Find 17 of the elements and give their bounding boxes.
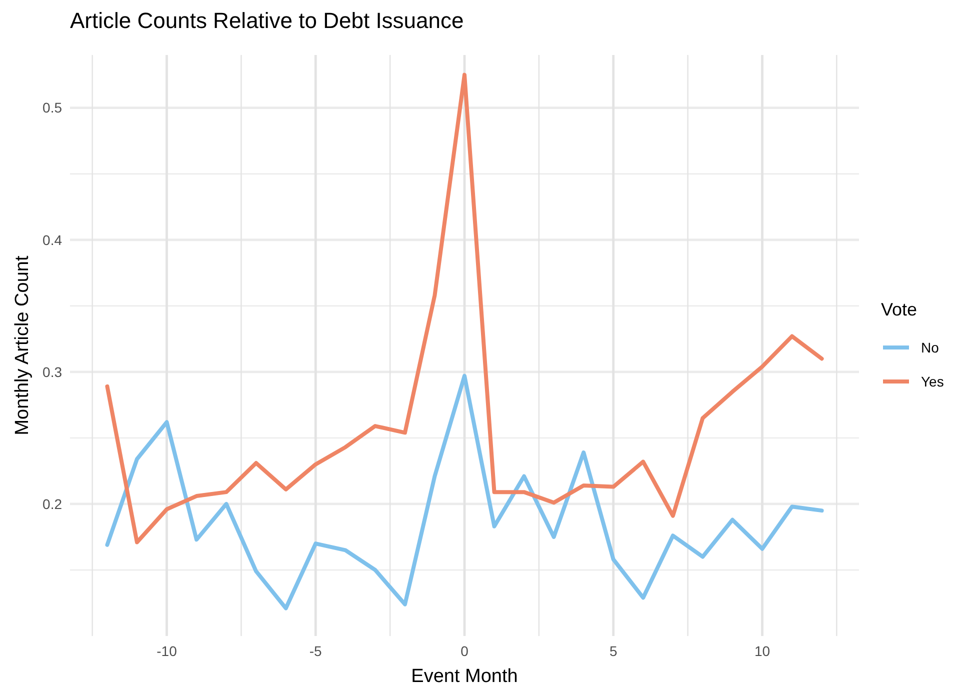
line-series	[105, 72, 824, 544]
line-series	[105, 374, 824, 610]
x-tick-label: 5	[609, 643, 618, 659]
y-tick-label: 0.4	[42, 232, 62, 248]
y-axis-title: Monthly Article Count	[12, 255, 33, 436]
y-tick-label: 0.5	[42, 100, 62, 116]
chart-title: Article Counts Relative to Debt Issuance	[70, 8, 464, 33]
y-tick-label: 0.3	[42, 364, 62, 380]
x-tick-label: -5	[309, 643, 322, 659]
legend-title: Vote	[881, 300, 918, 320]
x-tick-label: -10	[156, 643, 178, 659]
legend-label: No	[921, 339, 940, 356]
x-tick-label: 0	[460, 643, 469, 659]
legend-label: Yes	[921, 373, 944, 390]
y-tick-label: 0.2	[42, 496, 62, 512]
x-tick-label: 10	[754, 643, 770, 659]
x-axis-title: Event Month	[411, 666, 518, 687]
